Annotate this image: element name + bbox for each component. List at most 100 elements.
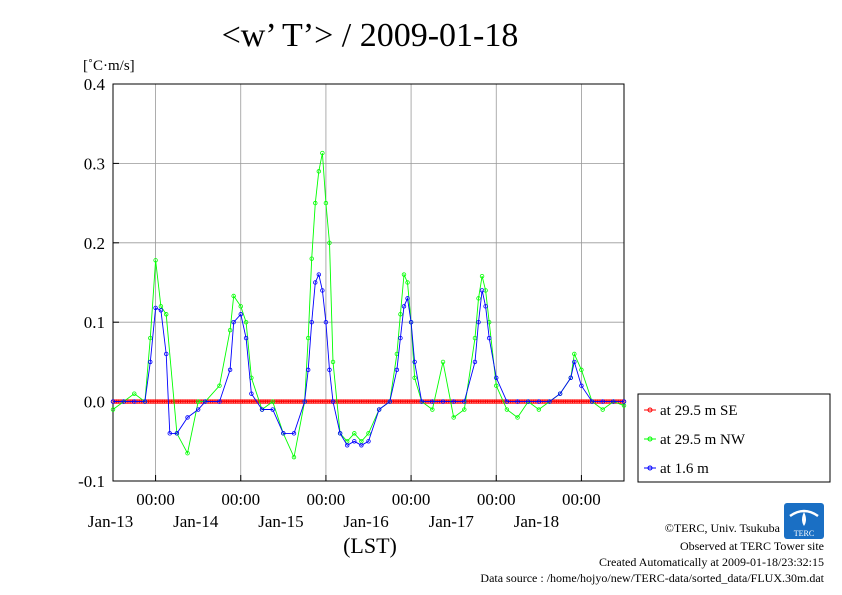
legend: at 29.5 m SE at 29.5 m NW at 1.6 m	[644, 403, 746, 477]
y-tick-label: 0.2	[84, 234, 105, 253]
data-point	[476, 296, 481, 301]
data-point	[259, 407, 265, 412]
data-point	[376, 407, 382, 412]
data-point	[337, 431, 343, 436]
data-point	[486, 335, 492, 341]
data-point	[153, 258, 158, 263]
data-point	[345, 443, 350, 448]
data-point	[476, 320, 481, 325]
terc-logo: TERC	[784, 503, 824, 539]
series-line	[112, 153, 625, 459]
data-point	[142, 399, 148, 404]
data-point	[451, 399, 456, 404]
grid	[113, 83, 624, 482]
data-point	[132, 391, 137, 396]
data-point	[572, 359, 577, 365]
data-point	[270, 399, 275, 404]
data-point	[557, 391, 563, 396]
series-group	[110, 150, 627, 460]
data-point	[366, 439, 371, 444]
data-point	[185, 451, 190, 456]
data-point	[243, 320, 249, 325]
data-point	[462, 407, 467, 412]
data-point	[494, 375, 499, 380]
data-point	[231, 320, 236, 325]
data-point	[121, 399, 126, 404]
data-point	[483, 304, 488, 309]
data-point	[504, 399, 510, 404]
y-axis-unit: [˚C·m/s]	[83, 58, 135, 74]
footer-created: Created Automatically at 2009-01-18/23:3…	[599, 555, 824, 569]
data-point	[412, 359, 417, 365]
x-tick-time: 00:00	[392, 490, 431, 509]
data-point	[291, 454, 297, 460]
data-point	[291, 431, 297, 436]
data-point	[536, 399, 542, 404]
data-point	[309, 320, 314, 325]
x-tick-date: Jan-17	[429, 512, 475, 531]
footer-source: Data source : /home/hojyo/new/TERC-data/…	[480, 571, 824, 585]
data-point	[589, 399, 595, 404]
footer-copyright: ©TERC, Univ. Tsukuba	[665, 521, 781, 535]
data-point	[309, 256, 314, 261]
data-point	[359, 443, 364, 448]
data-point	[313, 200, 318, 206]
data-point	[227, 327, 233, 333]
series-line	[113, 273, 624, 446]
data-point	[110, 399, 116, 404]
data-point	[327, 367, 332, 373]
data-point	[398, 335, 403, 341]
data-point	[327, 240, 332, 245]
data-point	[249, 391, 254, 396]
data-point	[600, 399, 605, 404]
data-point	[401, 272, 407, 277]
data-point	[238, 304, 243, 309]
data-point	[398, 312, 403, 317]
data-point	[611, 399, 616, 404]
data-point	[185, 415, 190, 420]
data-point	[164, 312, 169, 317]
y-tick-label: 0.0	[84, 393, 105, 412]
data-point	[440, 399, 446, 404]
data-point	[217, 399, 222, 404]
legend-label: at 29.5 m SE	[660, 403, 738, 419]
data-point	[394, 367, 400, 373]
legend-label: at 29.5 m NW	[660, 432, 746, 448]
data-point	[320, 288, 325, 293]
data-point	[472, 359, 478, 365]
data-point	[316, 272, 322, 277]
data-point	[352, 431, 357, 436]
plot-frame	[112, 83, 625, 482]
data-point	[238, 312, 243, 317]
y-tick-label: -0.1	[78, 472, 105, 491]
data-point	[412, 375, 417, 380]
data-point	[302, 399, 307, 404]
data-point	[158, 308, 164, 313]
legend-marker	[647, 436, 653, 442]
data-point	[462, 399, 467, 404]
data-point	[316, 169, 322, 174]
data-point	[547, 399, 552, 404]
data-point	[430, 399, 435, 404]
x-tick-date: Jan-14	[173, 512, 219, 531]
data-point	[494, 383, 499, 388]
data-point	[243, 335, 249, 341]
x-tick-date: Jan-16	[343, 512, 388, 531]
legend-marker	[647, 407, 653, 413]
data-point	[366, 431, 371, 436]
x-tick-time: 00:00	[136, 490, 175, 509]
data-point	[305, 367, 311, 373]
data-point	[231, 293, 236, 299]
x-tick-date: Jan-13	[88, 512, 133, 531]
data-point	[479, 273, 485, 279]
data-point	[579, 367, 584, 373]
data-point	[440, 359, 446, 365]
y-tick-label: 0.1	[84, 313, 105, 332]
data-point	[203, 399, 208, 404]
data-point	[401, 304, 407, 309]
data-point	[568, 375, 573, 380]
data-point	[572, 351, 577, 357]
data-point	[227, 367, 233, 373]
x-tick-time: 00:00	[221, 490, 260, 509]
data-point	[405, 280, 410, 285]
